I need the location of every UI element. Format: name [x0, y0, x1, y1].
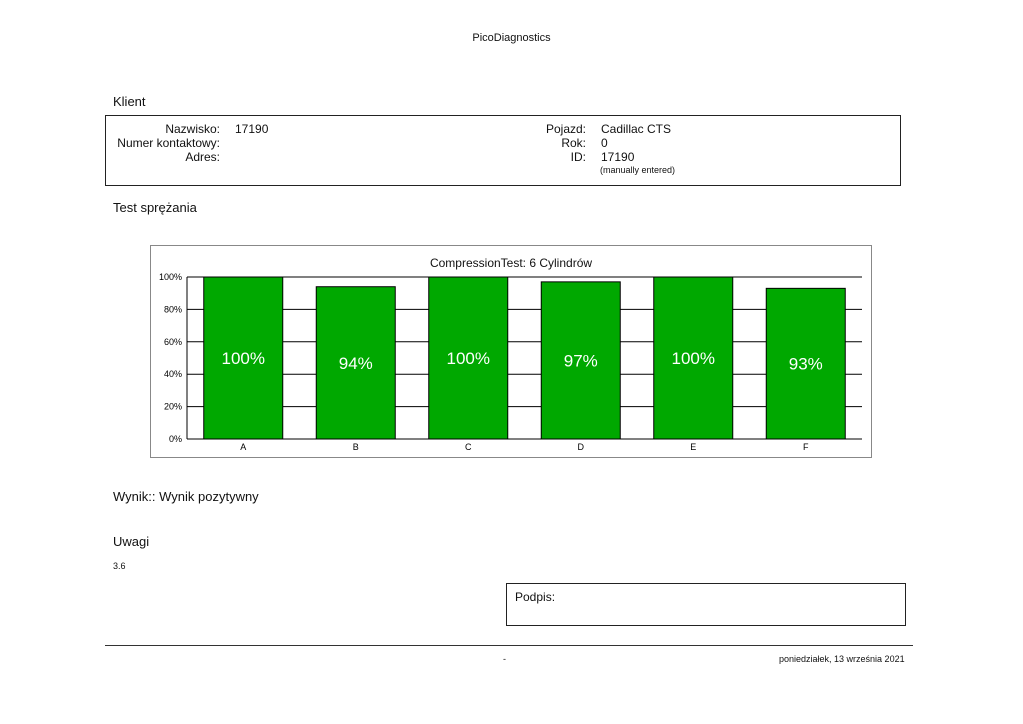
signature-box: Podpis:: [506, 583, 906, 626]
vehicle-label: Pojazd:: [545, 122, 586, 136]
footer-date: poniedziałek, 13 września 2021: [779, 654, 905, 664]
bar-value-label: 100%: [222, 349, 265, 368]
bar-F: [765, 287, 846, 440]
surname-value: 17190: [235, 122, 269, 136]
year-label: Rok:: [561, 136, 586, 150]
bar-A: [203, 276, 284, 440]
id-value: 17190: [601, 150, 635, 164]
y-tick-label: 60%: [164, 337, 182, 347]
bar-value-label: 100%: [672, 349, 715, 368]
y-tick-label: 100%: [159, 272, 182, 282]
y-tick-label: 20%: [164, 402, 182, 412]
x-tick-label: B: [353, 442, 359, 452]
x-tick-label: D: [578, 442, 585, 452]
notes-text: 3.6: [113, 561, 126, 571]
client-section-title: Klient: [113, 94, 146, 109]
y-tick-label: 40%: [164, 369, 182, 379]
bar-B: [315, 286, 396, 440]
year-value: 0: [601, 136, 608, 150]
y-tick-label: 0%: [169, 434, 182, 444]
phone-label: Numer kontaktowy:: [117, 136, 220, 150]
x-tick-label: C: [465, 442, 472, 452]
bar-E: [653, 276, 734, 440]
notes-title: Uwagi: [113, 534, 150, 549]
bar-value-label: 100%: [447, 349, 490, 368]
bar-value-label: 97%: [564, 351, 598, 370]
id-note: (manually entered): [600, 165, 676, 175]
footer-center: -: [503, 654, 506, 664]
y-tick-label: 80%: [164, 304, 182, 314]
chart-title: CompressionTest: 6 Cylindrów: [429, 256, 593, 270]
signature-label: Podpis:: [515, 590, 556, 604]
x-tick-label: F: [803, 442, 809, 452]
client-info-box: Nazwisko: 17190 Numer kontaktowy: Adres:…: [105, 115, 901, 186]
bar-C: [428, 276, 509, 440]
test-section-title: Test sprężania: [113, 200, 197, 215]
chart-plot: 0% 20% 40% 60% 80% 100% 100% A 94% B 100% C 97% D 100%…: [159, 272, 862, 452]
result-text: Wynik:: Wynik pozytywny: [113, 489, 259, 504]
footer-divider: [105, 645, 913, 646]
address-label: Adres:: [185, 150, 220, 164]
bar-D: [540, 281, 621, 440]
surname-label: Nazwisko:: [165, 122, 220, 136]
bar-value-label: 94%: [339, 354, 373, 373]
compression-chart: CompressionTest: 6 Cylindrów 0% 20% 40% 60%…: [150, 245, 872, 458]
app-title: PicoDiagnostics: [472, 32, 551, 44]
id-label: ID:: [570, 150, 586, 164]
x-tick-label: A: [240, 442, 246, 452]
bar-value-label: 93%: [789, 355, 823, 374]
x-tick-label: E: [690, 442, 696, 452]
vehicle-value: Cadillac CTS: [601, 122, 672, 136]
